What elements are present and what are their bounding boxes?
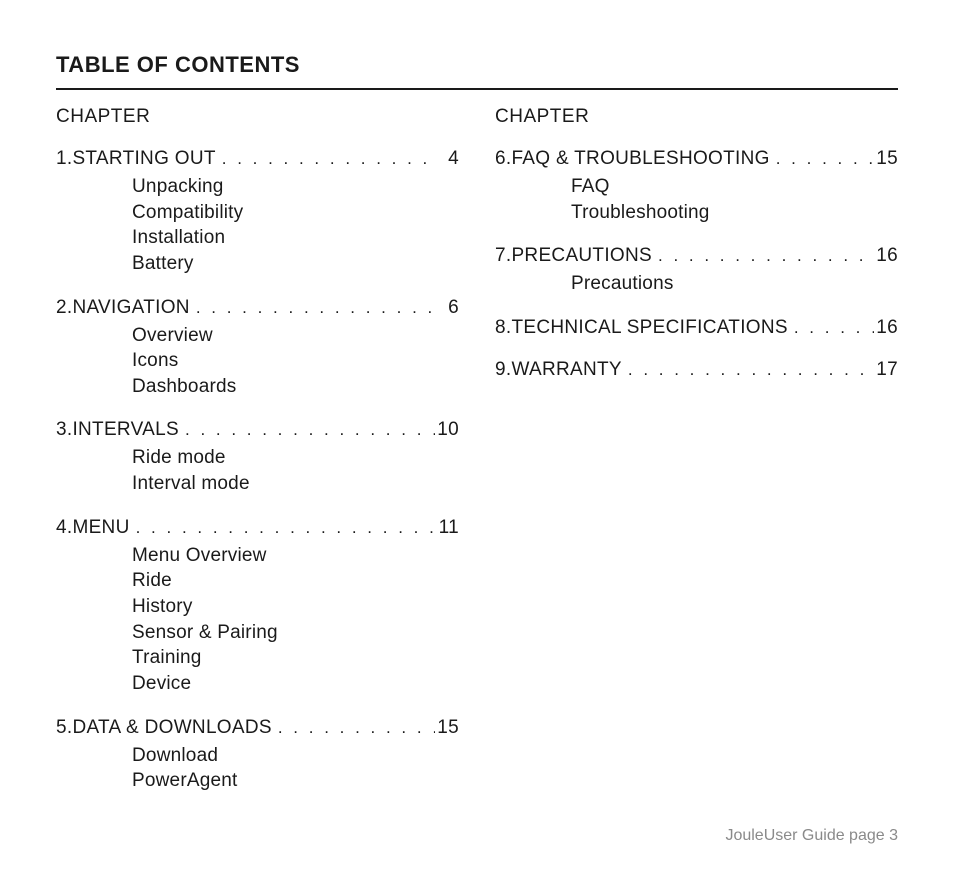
leader-dots: . . . . . . . . . . . . . . . . . . . . … [216,149,435,169]
chapter-subitem: Menu Overview [132,543,459,569]
leader-dots: . . . . . . . . . . . . . . . . . . . . … [770,149,874,169]
chapter-subitem: Precautions [571,271,898,297]
chapter-title: WARRANTY [511,359,621,381]
toc-chapter-line: 5. DATA & DOWNLOADS. . . . . . . . . . .… [56,717,459,739]
document-page: TABLE OF CONTENTS CHAPTER 1. STARTING OU… [0,0,954,873]
toc-chapter-line: 6. FAQ & TROUBLESHOOTING. . . . . . . . … [495,148,898,170]
toc-chapter-line: 3. INTERVALS. . . . . . . . . . . . . . … [56,419,459,441]
chapter-title: INTERVALS [72,419,179,441]
chapter-number: 1. [56,148,72,170]
chapter-subitem: Installation [132,225,459,251]
leader-dots: . . . . . . . . . . . . . . . . . . . . … [788,318,874,338]
leader-dots: . . . . . . . . . . . . . . . . . . . . … [652,246,874,266]
chapter-number: 7. [495,245,511,267]
toc-chapter-line: 4. MENU. . . . . . . . . . . . . . . . .… [56,517,459,539]
chapter-page-number: 4 [435,148,459,170]
chapter-list-right: 6. FAQ & TROUBLESHOOTING. . . . . . . . … [495,148,898,381]
page-footer: JouleUser Guide page 3 [725,827,898,845]
chapter-number: 6. [495,148,511,170]
toc-chapter: 8. TECHNICAL SPECIFICATIONS. . . . . . .… [495,317,898,339]
chapter-subitems: DownloadPowerAgent [56,743,459,794]
chapter-subitem: Dashboards [132,374,459,400]
chapter-subitems: FAQTroubleshooting [495,174,898,225]
chapter-title: STARTING OUT [72,148,215,170]
chapter-subitem: FAQ [571,174,898,200]
chapter-subitem: Troubleshooting [571,200,898,226]
chapter-subitems: Ride modeInterval mode [56,445,459,496]
chapter-title: TECHNICAL SPECIFICATIONS [511,317,787,339]
chapter-subitem: Download [132,743,459,769]
chapter-number: 5. [56,717,72,739]
toc-chapter: 6. FAQ & TROUBLESHOOTING. . . . . . . . … [495,148,898,225]
chapter-subitems: UnpackingCompatibilityInstallationBatter… [56,174,459,277]
toc-chapter: 7. PRECAUTIONS. . . . . . . . . . . . . … [495,245,898,297]
chapter-subitem: Battery [132,251,459,277]
toc-right-column: CHAPTER 6. FAQ & TROUBLESHOOTING. . . . … [495,106,898,814]
leader-dots: . . . . . . . . . . . . . . . . . . . . … [272,718,435,738]
chapter-page-number: 16 [874,317,898,339]
chapter-title: DATA & DOWNLOADS [72,717,271,739]
chapter-page-number: 17 [874,359,898,381]
chapter-page-number: 16 [874,245,898,267]
toc-left-column: CHAPTER 1. STARTING OUT. . . . . . . . .… [56,106,459,814]
toc-chapter: 1. STARTING OUT. . . . . . . . . . . . .… [56,148,459,277]
chapter-subitem: Interval mode [132,471,459,497]
chapter-page-number: 11 [435,517,459,539]
toc-chapter-line: 7. PRECAUTIONS. . . . . . . . . . . . . … [495,245,898,267]
chapter-subitems: Menu OverviewRideHistorySensor & Pairing… [56,543,459,697]
chapter-subitem: Ride [132,568,459,594]
chapter-subitem: Ride mode [132,445,459,471]
chapter-page-number: 6 [435,297,459,319]
chapter-subitems: Precautions [495,271,898,297]
chapter-number: 4. [56,517,72,539]
chapter-title: MENU [72,517,129,539]
chapter-subitem: Device [132,671,459,697]
toc-chapter: 2. NAVIGATION. . . . . . . . . . . . . .… [56,297,459,400]
toc-chapter: 5. DATA & DOWNLOADS. . . . . . . . . . .… [56,717,459,794]
toc-columns: CHAPTER 1. STARTING OUT. . . . . . . . .… [56,106,898,814]
chapter-subitem: Unpacking [132,174,459,200]
column-header-left: CHAPTER [56,106,459,128]
toc-chapter-line: 1. STARTING OUT. . . . . . . . . . . . .… [56,148,459,170]
column-header-right: CHAPTER [495,106,898,128]
chapter-page-number: 15 [435,717,459,739]
chapter-subitems: OverviewIconsDashboards [56,323,459,400]
toc-chapter-line: 8. TECHNICAL SPECIFICATIONS. . . . . . .… [495,317,898,339]
leader-dots: . . . . . . . . . . . . . . . . . . . . … [130,518,435,538]
toc-chapter-line: 2. NAVIGATION. . . . . . . . . . . . . .… [56,297,459,319]
chapter-title: FAQ & TROUBLESHOOTING [511,148,769,170]
toc-chapter: 4. MENU. . . . . . . . . . . . . . . . .… [56,517,459,697]
chapter-subitem: PowerAgent [132,768,459,794]
chapter-number: 3. [56,419,72,441]
chapter-title: PRECAUTIONS [511,245,652,267]
toc-chapter-line: 9. WARRANTY. . . . . . . . . . . . . . .… [495,359,898,381]
toc-chapter: 3. INTERVALS. . . . . . . . . . . . . . … [56,419,459,496]
chapter-number: 8. [495,317,511,339]
chapter-subitem: Sensor & Pairing [132,620,459,646]
chapter-subitem: Icons [132,348,459,374]
toc-chapter: 9. WARRANTY. . . . . . . . . . . . . . .… [495,359,898,381]
chapter-page-number: 15 [874,148,898,170]
leader-dots: . . . . . . . . . . . . . . . . . . . . … [622,360,874,380]
chapter-list-left: 1. STARTING OUT. . . . . . . . . . . . .… [56,148,459,794]
chapter-number: 9. [495,359,511,381]
chapter-subitem: Compatibility [132,200,459,226]
chapter-subitem: Training [132,645,459,671]
page-title: TABLE OF CONTENTS [56,52,898,90]
leader-dots: . . . . . . . . . . . . . . . . . . . . … [190,298,435,318]
chapter-title: NAVIGATION [72,297,189,319]
chapter-number: 2. [56,297,72,319]
leader-dots: . . . . . . . . . . . . . . . . . . . . … [179,420,435,440]
chapter-subitem: History [132,594,459,620]
chapter-subitem: Overview [132,323,459,349]
chapter-page-number: 10 [435,419,459,441]
